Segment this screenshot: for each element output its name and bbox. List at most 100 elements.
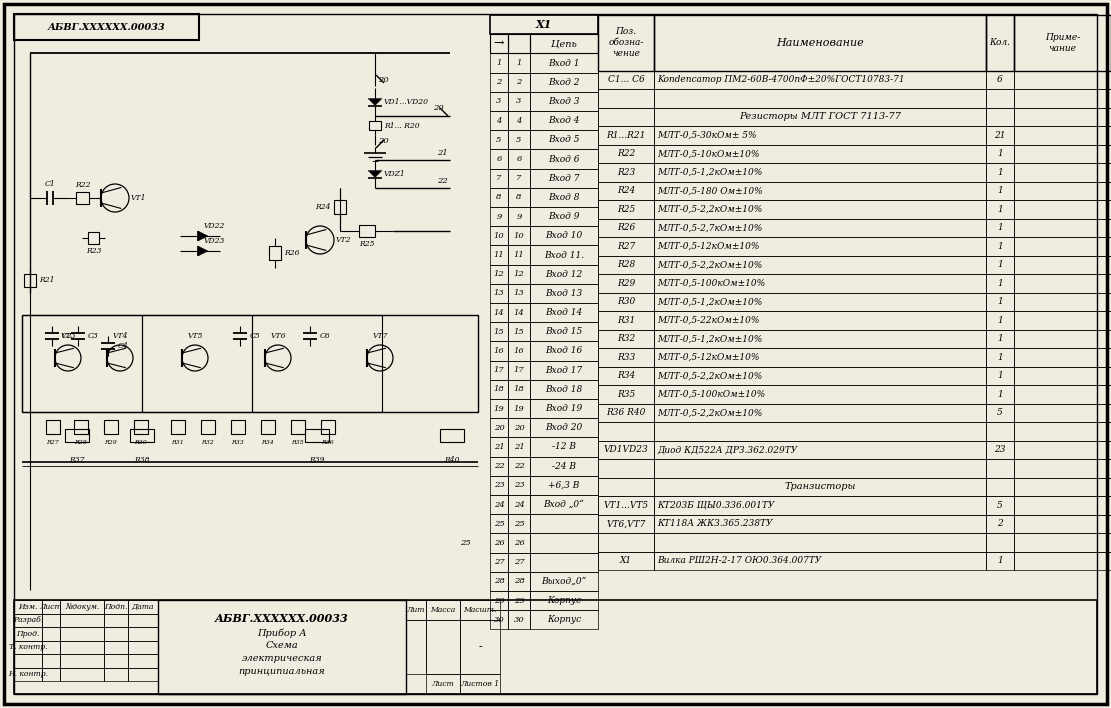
Bar	[985, 274, 1014, 292]
Bar	[654, 459, 985, 477]
Text: 21: 21	[513, 443, 524, 451]
Bar	[1014, 496, 1111, 515]
Bar	[598, 329, 654, 348]
Bar	[598, 533, 654, 552]
Text: C4: C4	[118, 342, 129, 350]
Text: 1: 1	[998, 241, 1003, 251]
Text: R39: R39	[309, 456, 324, 464]
Text: Масшт.: Масшт.	[463, 606, 497, 614]
Bar	[490, 226, 508, 246]
Text: Вход 1: Вход 1	[548, 59, 580, 67]
Bar	[598, 440, 654, 459]
Text: R36: R36	[321, 440, 333, 445]
Text: 9: 9	[517, 212, 522, 221]
Text: МЛТ-0,5-30кОм± 5%: МЛТ-0,5-30кОм± 5%	[657, 131, 757, 139]
Text: 1: 1	[497, 59, 502, 67]
Bar	[490, 149, 508, 169]
Bar	[654, 533, 985, 552]
Bar	[508, 553, 530, 572]
Bar	[490, 92, 508, 111]
Text: Резисторы МЛТ ГОСТ 7113-77: Резисторы МЛТ ГОСТ 7113-77	[739, 113, 901, 121]
Bar	[654, 108, 985, 126]
Bar	[530, 73, 598, 92]
Bar	[530, 379, 598, 399]
Text: 27: 27	[493, 558, 504, 566]
Text: Вход 15: Вход 15	[546, 327, 582, 336]
Bar	[490, 188, 508, 207]
Bar	[128, 641, 158, 654]
Text: МЛТ-0,5-1,2кОм±10%: МЛТ-0,5-1,2кОм±10%	[657, 297, 762, 307]
Text: R31: R31	[617, 316, 635, 325]
Bar	[654, 385, 985, 404]
Bar	[985, 71, 1014, 89]
Bar	[508, 341, 530, 360]
Bar	[42, 600, 60, 614]
Text: Листов 1: Листов 1	[460, 680, 500, 688]
Bar	[654, 15, 985, 71]
Bar	[1014, 440, 1111, 459]
Text: 18: 18	[513, 385, 524, 394]
Bar	[1014, 404, 1111, 422]
Bar	[508, 207, 530, 226]
Bar	[1014, 367, 1111, 385]
Text: МЛТ-0,5-2,2кОм±10%: МЛТ-0,5-2,2кОм±10%	[657, 409, 762, 417]
Bar	[654, 256, 985, 274]
Bar	[490, 610, 508, 629]
Bar	[530, 207, 598, 226]
Bar	[490, 399, 508, 418]
Text: 2: 2	[517, 78, 522, 86]
Text: R23: R23	[86, 247, 101, 255]
Text: +6,3 В: +6,3 В	[549, 481, 580, 490]
Bar	[985, 552, 1014, 570]
Bar	[530, 476, 598, 495]
Bar	[22, 315, 478, 412]
Text: 7: 7	[517, 174, 522, 182]
Bar	[598, 144, 654, 163]
Bar	[60, 668, 104, 681]
Bar	[261, 420, 276, 434]
Text: C5: C5	[250, 332, 261, 340]
Text: 19: 19	[513, 404, 524, 413]
Text: 21: 21	[493, 443, 504, 451]
Text: АБВГ.XXXXXX.00033: АБВГ.XXXXXX.00033	[47, 23, 164, 31]
Bar	[42, 614, 60, 627]
Bar	[530, 188, 598, 207]
Text: Т. контр.: Т. контр.	[9, 644, 48, 651]
Bar	[128, 614, 158, 627]
Bar	[508, 610, 530, 629]
Bar	[74, 420, 88, 434]
Text: R29: R29	[103, 440, 117, 445]
Bar	[104, 668, 128, 681]
Bar	[490, 438, 508, 457]
Bar	[14, 654, 42, 668]
Text: 1: 1	[998, 389, 1003, 399]
Bar	[654, 237, 985, 256]
Bar	[530, 341, 598, 360]
Text: 15: 15	[513, 328, 524, 336]
Text: -: -	[478, 642, 482, 652]
Text: 24: 24	[513, 501, 524, 508]
Bar	[42, 654, 60, 668]
Text: 8: 8	[517, 193, 522, 201]
Bar	[598, 181, 654, 200]
Bar	[1014, 163, 1111, 181]
Bar	[985, 144, 1014, 163]
Bar	[598, 496, 654, 515]
Bar	[985, 256, 1014, 274]
Text: Вход 12: Вход 12	[546, 270, 582, 279]
Bar	[508, 533, 530, 553]
Text: 3: 3	[517, 98, 522, 105]
Bar	[334, 200, 346, 214]
Bar	[985, 329, 1014, 348]
Text: 10: 10	[493, 232, 504, 240]
Bar	[1014, 385, 1111, 404]
Bar	[508, 418, 530, 438]
Text: VD23: VD23	[204, 237, 226, 245]
Bar	[654, 348, 985, 367]
Bar	[14, 668, 42, 681]
Bar	[508, 476, 530, 495]
Bar	[1014, 348, 1111, 367]
Bar	[654, 163, 985, 181]
Text: C1: C1	[44, 180, 56, 188]
Text: R27: R27	[617, 241, 635, 251]
